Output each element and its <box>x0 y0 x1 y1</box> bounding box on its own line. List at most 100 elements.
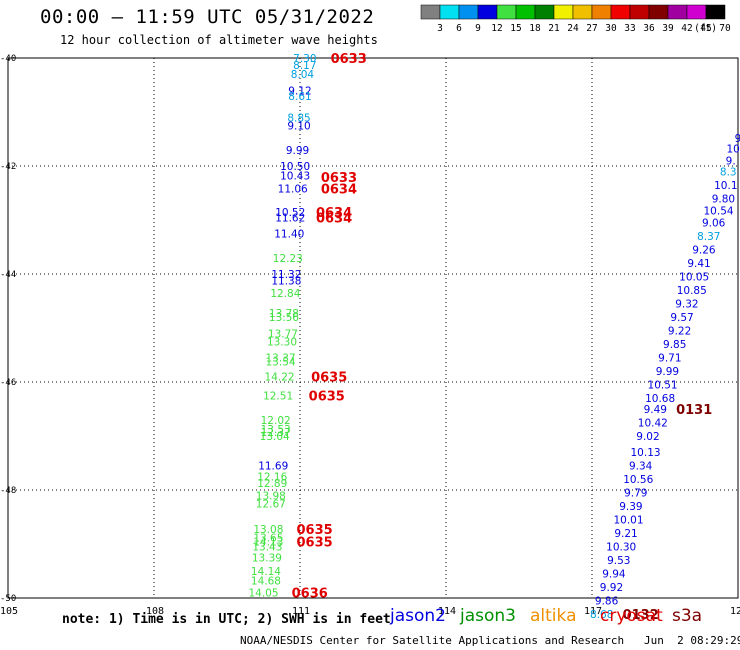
legend-label: 36 <box>643 23 655 34</box>
wave-height-label: 9.12 <box>288 85 311 97</box>
map-frame <box>7 57 739 599</box>
wave-height-label: 10.68 <box>645 393 675 405</box>
legend-label: 39 <box>662 23 674 34</box>
wave-height-label: 9.06 <box>702 218 726 230</box>
wave-height-label: 13.53 <box>261 424 291 436</box>
wave-height-label: 11.06 <box>278 184 308 196</box>
wave-height-label: 8.04 <box>291 69 315 81</box>
time-label: 0635 <box>297 535 333 550</box>
legend-label: 27 <box>586 23 597 34</box>
wave-height-label: 11.32 <box>271 269 301 281</box>
wave-height-label: 11.62 <box>275 212 305 224</box>
wave-height-label: 10.54 <box>704 205 734 217</box>
legend-label: 3 <box>437 23 443 34</box>
wave-height-label: 12.89 <box>257 478 287 490</box>
wave-height-label: 10 <box>726 144 739 156</box>
wave-height-label: 9.41 <box>687 258 710 270</box>
legend-label: 18 <box>529 23 541 34</box>
wave-height-label: 13.30 <box>267 337 297 349</box>
wave-height-label: 9 <box>735 133 740 145</box>
wave-height-label: 9.85 <box>663 339 686 351</box>
legend-label: 12 <box>491 23 502 34</box>
wave-height-label: 13.08 <box>253 524 283 536</box>
legend-swatch <box>705 4 726 20</box>
wave-height-label: 12.02 <box>261 415 291 427</box>
time-label: 0131 <box>676 403 712 418</box>
wave-height-label: 11.40 <box>274 229 304 241</box>
wave-height-label: 12.16 <box>257 472 287 484</box>
legend-swatch <box>534 4 555 20</box>
note-text: note: 1) Time is in UTC; 2) SWH is in fe… <box>62 612 391 627</box>
credit-text: NOAA/NESDIS Center for Satellite Applica… <box>240 634 740 647</box>
legend-swatch <box>629 4 650 20</box>
wave-height-label: 12.37 <box>261 427 291 439</box>
wave-height-label: 14.68 <box>251 576 281 588</box>
lon-tick-label: 120 <box>730 606 740 617</box>
legend-swatch <box>591 4 612 20</box>
wave-height-label: 9.39 <box>619 501 642 513</box>
legend-swatch <box>686 4 707 20</box>
wave-height-label: 14.13 <box>253 536 283 548</box>
legend-label: 33 <box>624 23 635 34</box>
wave-height-label: 8.85 <box>287 112 310 124</box>
legend-label: 30 <box>605 23 617 34</box>
wave-height-label: 13.37 <box>266 353 296 365</box>
legend-swatch <box>439 4 460 20</box>
wave-height-label: 9.57 <box>670 312 693 324</box>
legend-swatch <box>610 4 631 20</box>
page-title: 00:00 — 11:59 UTC 05/31/2022 <box>40 6 375 28</box>
time-label: 0634 <box>316 211 352 226</box>
legend-altika: altika <box>530 606 577 626</box>
wave-height-label: 13.43 <box>252 542 282 554</box>
legend-swatch <box>648 4 669 20</box>
wave-height-label: 9.99 <box>286 145 309 157</box>
wave-height-label: 10.1 <box>714 180 737 192</box>
wave-height-label: 9.71 <box>658 353 681 365</box>
wave-height-label: 11.69 <box>258 461 288 473</box>
wave-height-label: 8.68 <box>590 609 613 621</box>
time-label: 0633 <box>321 171 357 186</box>
wave-height-label: 12.67 <box>256 499 286 511</box>
legend-swatch <box>515 4 536 20</box>
wave-height-label: 9.80 <box>712 193 735 205</box>
wave-height-label: 12.23 <box>273 253 303 265</box>
lat-tick-label: -42 <box>0 162 16 172</box>
legend-jason3: jason3 <box>460 606 516 626</box>
wave-height-label: 8.37 <box>697 231 720 243</box>
time-label: 0132 <box>623 608 659 623</box>
lat-tick-label: -48 <box>0 486 16 496</box>
wave-height-label: 14.05 <box>248 588 278 600</box>
lon-tick-label: 108 <box>146 606 164 617</box>
wave-height-label: 13.04 <box>260 431 290 443</box>
legend-label: 24 <box>567 23 579 34</box>
legend-swatch <box>553 4 574 20</box>
wave-height-label: 10.85 <box>677 285 707 297</box>
wave-height-label: 9.92 <box>600 582 623 594</box>
time-label: 0634 <box>321 183 357 198</box>
wave-height-label: 9.26 <box>692 245 716 257</box>
lon-tick-label: 114 <box>438 606 456 617</box>
wave-height-label: 9.21 <box>614 528 637 540</box>
wave-height-label: 11.38 <box>271 275 301 287</box>
lat-tick-label: -40 <box>0 54 16 64</box>
wave-height-label: 13.65 <box>253 533 283 545</box>
wave-height-label: 9.10 <box>287 121 310 133</box>
legend-label: 70 <box>719 23 731 34</box>
legend-label: 9 <box>475 23 481 34</box>
wave-height-label: 9.49 <box>644 404 667 416</box>
wave-height-label: 10.42 <box>638 418 668 430</box>
legend-swatch <box>458 4 479 20</box>
wave-height-label: 9.94 <box>602 569 626 581</box>
wave-height-label: 13.98 <box>256 490 286 502</box>
legend-swatch <box>667 4 688 20</box>
wave-height-label: 8.3 <box>720 166 737 178</box>
time-label: 0634 <box>316 206 352 221</box>
wave-height-label: 9.53 <box>607 555 630 567</box>
wave-height-label: 14.14 <box>251 566 281 578</box>
wave-height-label: 9. <box>726 156 736 168</box>
lat-tick-label: -44 <box>0 270 16 280</box>
wave-height-label: 12.84 <box>270 288 300 300</box>
page-subtitle: 12 hour collection of altimeter wave hei… <box>60 33 378 47</box>
wave-height-label: 10.51 <box>648 380 678 392</box>
